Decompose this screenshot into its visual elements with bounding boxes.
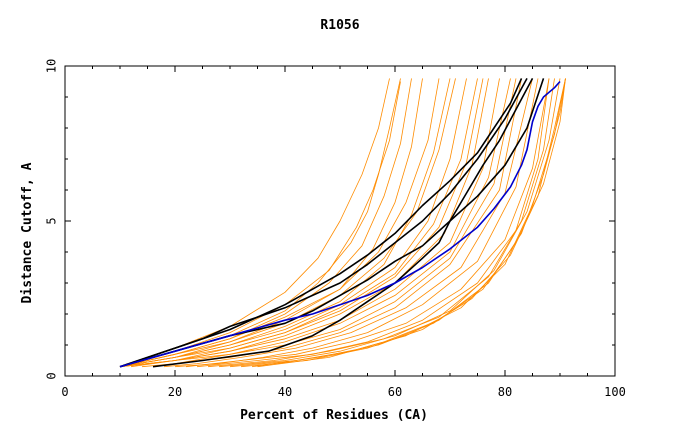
series-line-orange-12 (119, 78, 500, 368)
series-line-orange-17 (174, 78, 539, 368)
y-axis-label: Distance Cutoff, A (20, 162, 35, 303)
series-line-black-26 (119, 78, 523, 368)
series-line-black-29 (152, 78, 534, 368)
series-line-orange-5 (119, 78, 440, 368)
x-tick-label-60: 60 (388, 385, 402, 399)
series-line-orange-24 (251, 78, 566, 368)
x-tick-label-40: 40 (278, 385, 292, 399)
series-line-orange-9 (119, 78, 478, 368)
x-axis-label: Percent of Residues (CA) (240, 408, 428, 423)
series-line-orange-19 (196, 78, 550, 368)
chart-title: R1056 (320, 18, 359, 33)
x-tick-label-80: 80 (498, 385, 512, 399)
y-tick-label-10: 10 (45, 59, 59, 73)
series-line-orange-22 (229, 78, 566, 368)
series-line-orange-14 (141, 78, 517, 368)
y-tick-label-0: 0 (45, 372, 59, 379)
y-tick-label-5: 5 (45, 217, 59, 224)
series-line-orange-3 (119, 78, 412, 368)
series-line-orange-25 (257, 78, 566, 368)
x-tick-label-20: 20 (168, 385, 182, 399)
x-tick-label-100: 100 (604, 385, 626, 399)
series-line-orange-2 (119, 78, 390, 368)
series-line-orange-21 (218, 78, 561, 368)
series-line-orange-15 (152, 78, 522, 368)
series-line-orange-20 (207, 78, 555, 368)
series-line-orange-1 (119, 81, 401, 368)
series-line-blue-30 (119, 80, 561, 368)
series-line-orange-16 (163, 78, 533, 368)
x-tick-label-0: 0 (61, 385, 68, 399)
series-line-orange-18 (185, 78, 550, 368)
series-layer (119, 78, 566, 368)
series-line-black-27 (119, 78, 528, 368)
series-line-orange-13 (130, 78, 511, 368)
series-line-orange-23 (240, 78, 566, 368)
series-line-orange-10 (119, 78, 484, 368)
tick-layer: 0 20 40 60 80 100 0 5 10 (45, 59, 626, 399)
